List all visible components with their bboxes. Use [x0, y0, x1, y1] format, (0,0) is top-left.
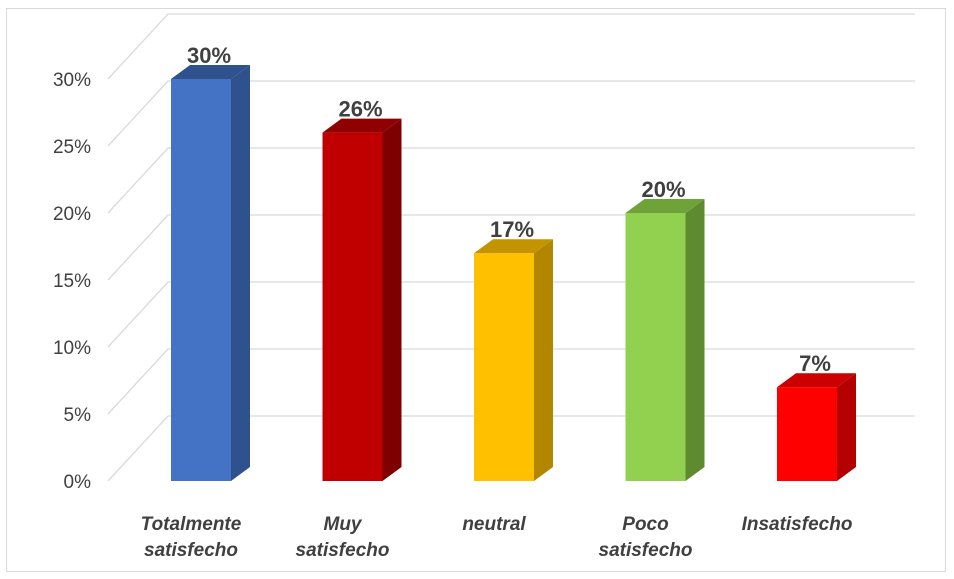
y-axis-tick-labels: 0% 5% 10% 15% 20% 25% 30% [53, 70, 91, 493]
bar-front [625, 213, 686, 481]
y-tick-label: 25% [53, 137, 91, 158]
gridline [107, 80, 915, 147]
data-label: 30% [187, 43, 231, 68]
bar-side [231, 65, 250, 481]
y-tick-label: 0% [64, 472, 92, 493]
data-labels: 30% 26% 17% 20% 7% [187, 43, 831, 376]
bar-top [474, 239, 553, 254]
category-label: neutral [462, 514, 526, 535]
bar-front [777, 387, 837, 481]
category-label: satisfecho [296, 540, 390, 561]
data-label: 7% [799, 351, 831, 376]
category-label: satisfecho [144, 540, 238, 561]
bar-front [474, 253, 534, 481]
bar-front [322, 132, 383, 481]
y-tick-label: 30% [53, 70, 91, 91]
y-tick-label: 20% [53, 204, 91, 225]
category-label: Muy [324, 514, 363, 535]
category-label: satisfecho [599, 540, 693, 561]
y-tick-label: 5% [64, 405, 92, 426]
bar-side [382, 118, 402, 481]
bars [171, 65, 856, 481]
category-labels: Totalmente satisfecho Muy satisfecho neutral… [141, 514, 853, 561]
chart-area: 0% 5% 10% 15% 20% 25% 30% 30% 26% 17% 20% 7% Total… [6, 8, 946, 572]
bar-side [837, 373, 856, 481]
bar [171, 65, 250, 481]
gridline [107, 147, 915, 214]
category-label: Insatisfecho [742, 514, 853, 535]
bar [474, 239, 553, 481]
bar-chart: 0% 5% 10% 15% 20% 25% 30% 30% 26% 17% 20% 7% Total… [53, 13, 915, 561]
bar [625, 199, 705, 481]
y-tick-label: 10% [53, 338, 91, 359]
data-label: 20% [641, 177, 685, 202]
bar-top [625, 199, 705, 213]
category-label: Poco [622, 514, 668, 535]
bar-side [685, 199, 705, 481]
bar-side [534, 239, 553, 481]
bar-top [322, 118, 402, 133]
gridline [107, 13, 915, 80]
bar-front [171, 79, 231, 481]
bar-top [777, 373, 856, 388]
data-label: 26% [338, 97, 382, 122]
gridlines [107, 13, 915, 482]
category-label: Totalmente [141, 514, 242, 535]
bar-top [171, 65, 250, 79]
y-tick-label: 15% [53, 271, 91, 292]
bar [322, 118, 402, 481]
bar [777, 373, 856, 481]
data-label: 17% [490, 217, 534, 242]
